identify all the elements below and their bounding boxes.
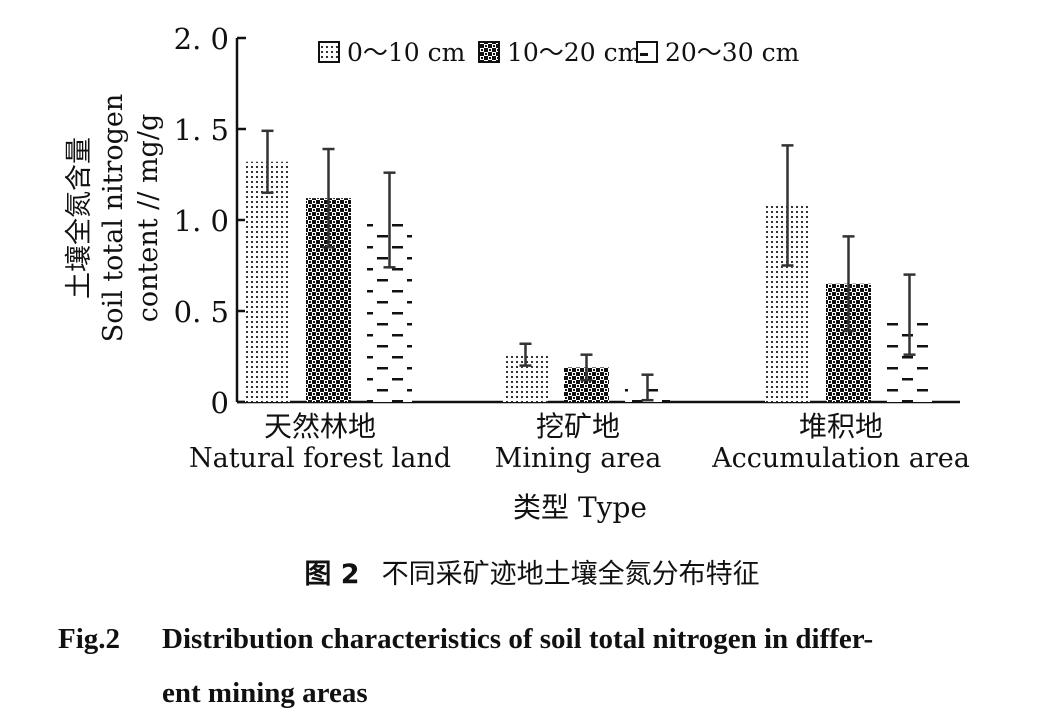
legend-swatch-checker	[478, 41, 500, 63]
y-axis-title-en-1: Soil total nitrogen	[98, 94, 129, 343]
legend-swatch-dash	[640, 53, 648, 56]
y-tick-label: 0. 5	[174, 295, 229, 329]
legend-label: 10～20 cm	[507, 38, 642, 67]
x-tick-label-cn: 堆积地	[799, 410, 883, 443]
x-tick-label-en: Accumulation area	[711, 443, 970, 474]
bar-dots-0	[245, 161, 290, 402]
y-axis-title-cn: 土壤全氮含量	[64, 137, 95, 299]
caption-cn-figure-number: 图 2	[304, 559, 360, 590]
y-tick-label: 2. 0	[174, 22, 229, 56]
caption-en-line2: ent mining areas	[162, 677, 368, 709]
x-tick-label-en: Mining area	[495, 443, 662, 474]
y-tick-label: 1. 5	[174, 113, 229, 147]
legend: 0～10 cm 10～20 cm 20～30 cm	[318, 38, 800, 67]
caption-en-line1: Distribution characteristics of soil tot…	[162, 623, 874, 655]
legend-swatch-dashes	[636, 41, 658, 63]
x-axis-title: 类型 Type	[513, 491, 647, 524]
figure-caption-cn: 图 2 不同采矿迹地土壤全氮分布特征	[0, 552, 1064, 591]
legend-label: 20～30 cm	[665, 38, 800, 67]
x-tick-label-cn: 天然林地	[264, 410, 376, 443]
x-tick-label-en: Natural forest land	[189, 443, 451, 474]
y-axis-title-en-2: content // mg/g	[133, 114, 164, 322]
x-tick-label-cn: 挖矿地	[536, 410, 620, 443]
legend-label: 0～10 cm	[347, 38, 466, 67]
figure-caption-en: Fig.2 Distribution characteristics of soi…	[58, 612, 1018, 720]
legend-swatch-dots	[318, 41, 340, 63]
caption-en-figure-number: Fig.2	[58, 623, 121, 655]
y-tick-label: 1. 0	[174, 204, 229, 238]
y-tick-label: 0	[211, 386, 229, 420]
caption-cn-text: 不同采矿迹地土壤全氮分布特征	[381, 559, 760, 590]
